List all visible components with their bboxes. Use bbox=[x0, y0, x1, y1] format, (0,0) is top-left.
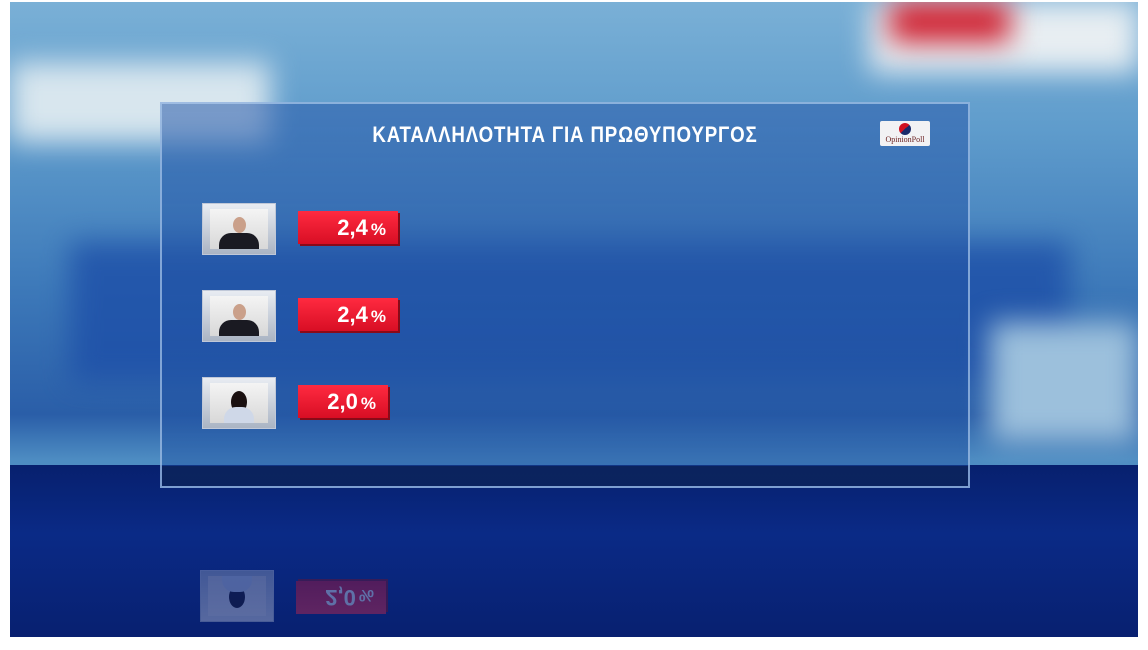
unit-label: % bbox=[358, 586, 374, 605]
bar: 2,0% bbox=[296, 581, 386, 614]
bar: 2,4% bbox=[298, 211, 398, 244]
logo-mark-icon bbox=[899, 123, 911, 135]
data-label: 2,4 bbox=[337, 215, 368, 240]
unit-label: % bbox=[370, 307, 386, 326]
opinionpoll-logo: OpinionPoll bbox=[880, 121, 930, 146]
panel-base bbox=[162, 466, 968, 486]
candidate-photo bbox=[200, 570, 274, 622]
data-label: 2,4 bbox=[337, 302, 368, 327]
candidate-photo bbox=[202, 377, 276, 429]
unit-label: % bbox=[360, 394, 376, 413]
candidate-photo bbox=[202, 203, 276, 255]
candidate-photo bbox=[202, 290, 276, 342]
background-blur bbox=[990, 322, 1138, 442]
floor bbox=[10, 465, 1138, 637]
data-label: 2,0 bbox=[327, 389, 358, 414]
chart-title: ΚΑΤΑΛΛΗΛΟΤΗΤΑ ΓΙΑ ΠΡΩΘΥΠΟΥΡΓΟΣ bbox=[372, 122, 758, 147]
background-blur bbox=[890, 2, 1010, 42]
broadcast-background: ΚΑΤΑΛΛΗΛΟΤΗΤΑ ΓΙΑ ΠΡΩΘΥΠΟΥΡΓΟΣ OpinionPo… bbox=[10, 2, 1138, 637]
bar: 2,0% bbox=[298, 385, 388, 418]
bar: 2,4% bbox=[298, 298, 398, 331]
unit-label: % bbox=[370, 220, 386, 239]
data-label: 2,0 bbox=[325, 585, 356, 610]
logo-text: OpinionPoll bbox=[885, 135, 925, 144]
poll-panel: ΚΑΤΑΛΛΗΛΟΤΗΤΑ ΓΙΑ ΠΡΩΘΥΠΟΥΡΓΟΣ OpinionPo… bbox=[160, 102, 970, 488]
